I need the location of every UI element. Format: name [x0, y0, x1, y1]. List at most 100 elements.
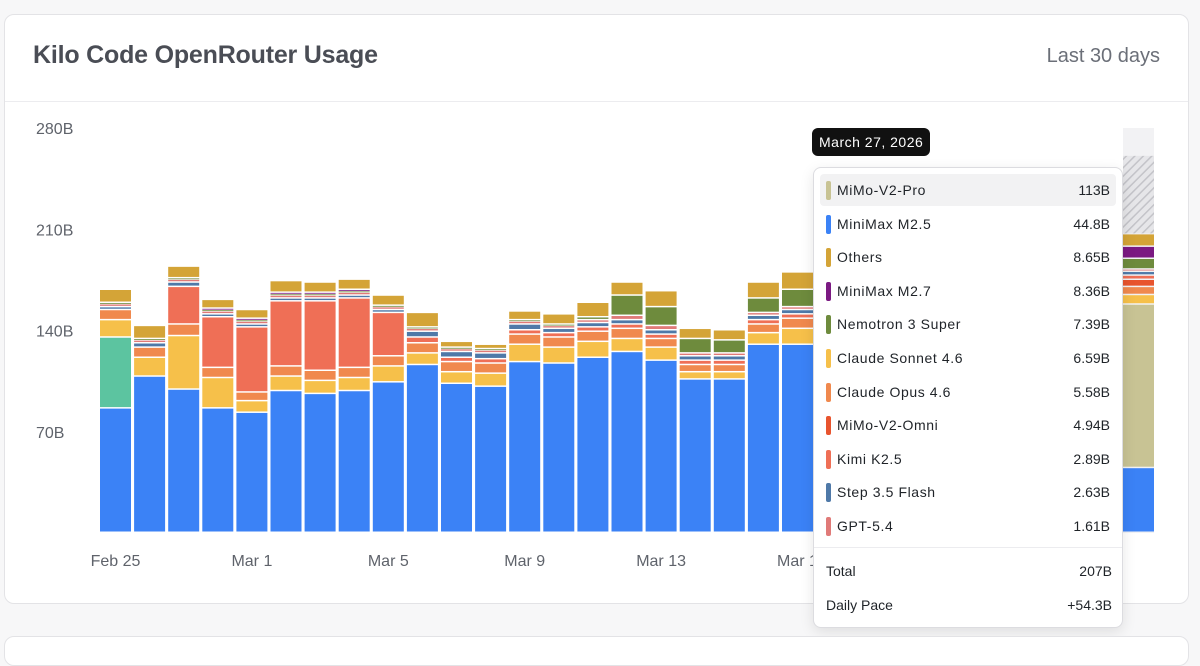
bar-segment[interactable] [543, 337, 575, 347]
bar-stack[interactable] [475, 344, 507, 532]
bar-segment[interactable] [475, 353, 507, 358]
bar-segment[interactable] [645, 339, 677, 347]
bar-segment[interactable] [611, 324, 643, 328]
bar-segment[interactable] [236, 412, 268, 532]
bar-segment[interactable] [338, 378, 370, 390]
bar-segment[interactable] [202, 378, 234, 408]
bar-segment[interactable] [611, 295, 643, 315]
bar-segment[interactable] [1123, 259, 1154, 269]
bar-segment[interactable] [713, 365, 745, 371]
bar-segment[interactable] [509, 344, 541, 361]
bar-segment[interactable] [134, 339, 166, 340]
bar-segment[interactable] [441, 372, 472, 383]
bar-segment[interactable] [270, 298, 302, 301]
bar-segment[interactable] [679, 356, 711, 360]
bar-segment[interactable] [168, 278, 200, 280]
bar-segment[interactable] [645, 291, 677, 306]
bar-segment[interactable] [747, 313, 779, 315]
bar-segment[interactable] [645, 326, 677, 329]
bar-segment[interactable] [202, 368, 234, 377]
bar-segment[interactable] [406, 329, 438, 331]
bar-segment[interactable] [100, 320, 131, 337]
bar-segment[interactable] [747, 344, 779, 532]
bar-stack[interactable] [782, 272, 813, 532]
bar-stack[interactable] [236, 310, 268, 532]
bar-segment[interactable] [100, 307, 131, 309]
bar-segment[interactable] [577, 342, 609, 357]
bar-segment[interactable] [645, 347, 677, 360]
bar-segment[interactable] [782, 314, 813, 318]
bar-segment[interactable] [475, 344, 507, 348]
bar-segment[interactable] [338, 295, 370, 298]
bar-segment[interactable] [202, 308, 234, 310]
bar-stack[interactable] [509, 311, 541, 532]
bar-segment[interactable] [134, 340, 166, 343]
bar-segment[interactable] [611, 316, 643, 319]
bar-segment[interactable] [475, 350, 507, 353]
bar-segment[interactable] [338, 279, 370, 289]
bar-segment[interactable] [236, 392, 268, 400]
bar-segment[interactable] [1123, 275, 1154, 279]
bar-segment[interactable] [782, 290, 813, 306]
bar-segment[interactable] [1123, 304, 1154, 467]
bar-segment[interactable] [679, 329, 711, 338]
bar-segment[interactable] [679, 379, 711, 532]
bar-stack[interactable] [441, 342, 472, 532]
bar-stack[interactable] [611, 282, 643, 532]
bar-segment[interactable] [338, 368, 370, 377]
bar-segment[interactable] [202, 310, 234, 312]
bar-stack[interactable] [713, 330, 745, 532]
bar-segment[interactable] [236, 324, 268, 327]
bar-segment[interactable] [236, 327, 268, 392]
bar-segment[interactable] [338, 290, 370, 291]
bar-segment[interactable] [1123, 246, 1154, 258]
bar-stack[interactable] [747, 282, 779, 532]
bar-segment[interactable] [270, 376, 302, 390]
bar-segment[interactable] [645, 330, 677, 334]
bar-segment[interactable] [100, 310, 131, 319]
bar-stack[interactable] [338, 279, 370, 532]
bar-segment[interactable] [168, 282, 200, 286]
bar-segment[interactable] [304, 282, 336, 292]
bar-segment[interactable] [236, 318, 268, 320]
bar-segment[interactable] [747, 298, 779, 312]
bar-segment[interactable] [338, 292, 370, 295]
bar-segment[interactable] [372, 356, 404, 366]
bar-segment[interactable] [372, 382, 404, 532]
bar-stack[interactable] [270, 281, 302, 532]
bar-segment[interactable] [679, 360, 711, 364]
bar-segment[interactable] [782, 272, 813, 289]
bar-segment[interactable] [406, 353, 438, 364]
bar-stack[interactable] [406, 313, 438, 532]
bar-segment[interactable] [270, 391, 302, 532]
bar-segment[interactable] [304, 298, 336, 301]
bar-segment[interactable] [270, 295, 302, 298]
bar-segment[interactable] [372, 307, 404, 309]
bar-segment[interactable] [304, 292, 336, 294]
bar-segment[interactable] [304, 295, 336, 298]
bar-stack[interactable] [168, 266, 200, 532]
bar-segment[interactable] [543, 363, 575, 532]
bar-segment[interactable] [679, 365, 711, 371]
bar-segment[interactable] [475, 373, 507, 386]
bar-segment[interactable] [611, 282, 643, 295]
bar-segment[interactable] [475, 363, 507, 373]
bar-segment[interactable] [236, 320, 268, 322]
bar-segment[interactable] [236, 321, 268, 324]
bar-stack[interactable] [372, 295, 404, 532]
bar-segment[interactable] [509, 334, 541, 344]
bar-segment[interactable] [577, 320, 609, 322]
bar-segment[interactable] [713, 356, 745, 360]
bar-segment[interactable] [270, 301, 302, 366]
bar-segment[interactable] [1123, 272, 1154, 275]
bar-segment[interactable] [713, 330, 745, 340]
bar-segment[interactable] [270, 294, 302, 296]
bar-segment[interactable] [782, 344, 813, 532]
bar-segment[interactable] [338, 298, 370, 367]
bar-segment[interactable] [611, 352, 643, 532]
bar-segment[interactable] [338, 391, 370, 532]
bar-segment[interactable] [475, 359, 507, 363]
bar-segment[interactable] [236, 310, 268, 318]
bar-segment[interactable] [202, 300, 234, 308]
bar-segment[interactable] [509, 362, 541, 532]
